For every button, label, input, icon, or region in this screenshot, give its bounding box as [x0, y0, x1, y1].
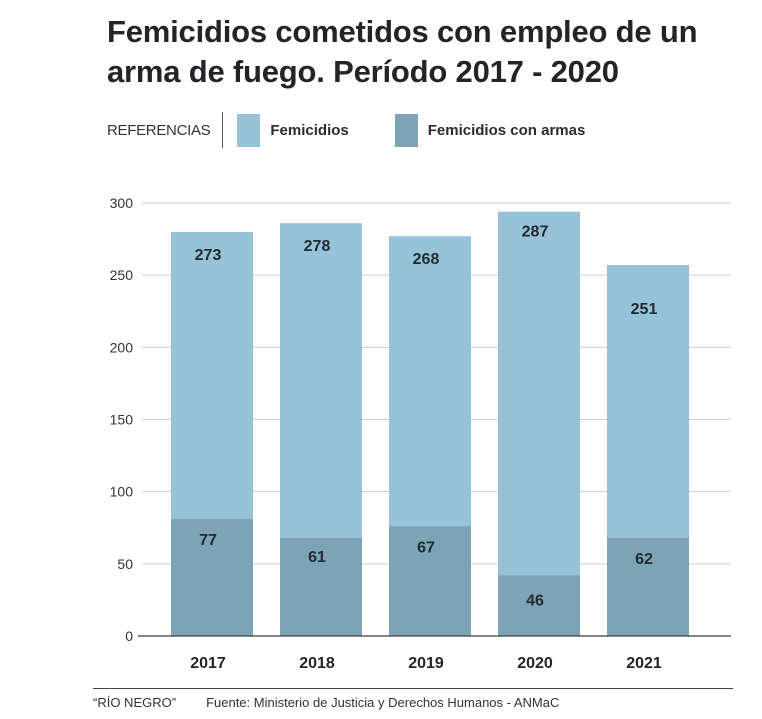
value-label-femicidios: 273 — [195, 247, 222, 264]
value-label-femicidios: 251 — [631, 301, 658, 318]
bar-femicidios-con-armas — [498, 575, 580, 636]
footer-divider — [93, 688, 733, 689]
value-label-femicidios: 268 — [413, 251, 440, 268]
bar-femicidios-con-armas — [607, 537, 689, 636]
x-category-label: 2021 — [626, 655, 662, 672]
x-category-label: 2019 — [408, 655, 444, 672]
chart-title: Femicidios cometidos con empleo de un ar… — [107, 14, 698, 89]
y-tick-label: 300 — [110, 195, 134, 211]
legend-label-femicidios-con-armas: Femicidios con armas — [427, 121, 586, 139]
source-credit: Fuente: Ministerio de Justicia y Derecho… — [206, 695, 560, 710]
value-label-femicidios: 278 — [304, 238, 331, 255]
legend-heading: REFERENCIAS — [107, 121, 211, 139]
legend-divider — [222, 112, 224, 148]
x-category-label: 2018 — [299, 655, 335, 672]
legend: REFERENCIAS Femicidios Femicidios con ar… — [107, 110, 631, 150]
legend-label-femicidios: Femicidios — [270, 121, 349, 139]
y-tick-label: 250 — [110, 267, 134, 283]
legend-item-femicidios: Femicidios — [237, 113, 349, 147]
bar-femicidios-con-armas — [389, 526, 471, 636]
value-label-femicidios-con-armas: 62 — [635, 551, 653, 568]
value-label-femicidios-con-armas: 77 — [199, 532, 217, 549]
footer: “RÍO NEGRO” Fuente: Ministerio de Justic… — [93, 695, 559, 710]
legend-swatch-femicidios — [237, 113, 261, 147]
value-label-femicidios-con-armas: 61 — [308, 549, 326, 566]
bar-femicidios-con-armas — [280, 537, 362, 636]
legend-item-femicidios-con-armas: Femicidios con armas — [394, 113, 586, 147]
value-label-femicidios: 287 — [522, 224, 549, 241]
y-tick-label: 200 — [110, 339, 134, 355]
publisher-credit: “RÍO NEGRO” — [93, 695, 177, 710]
value-label-femicidios-con-armas: 46 — [526, 592, 544, 609]
y-tick-label: 50 — [117, 556, 133, 572]
y-tick-label: 150 — [110, 412, 134, 428]
bar-femicidios-con-armas — [171, 519, 253, 636]
y-tick-label: 100 — [110, 484, 134, 500]
bar-femicidios — [498, 211, 580, 636]
legend-swatch-femicidios-con-armas — [394, 113, 418, 147]
x-category-label: 2020 — [517, 655, 553, 672]
y-tick-label: 0 — [125, 628, 133, 644]
x-category-label: 2017 — [190, 655, 226, 672]
value-label-femicidios-con-armas: 67 — [417, 539, 435, 556]
